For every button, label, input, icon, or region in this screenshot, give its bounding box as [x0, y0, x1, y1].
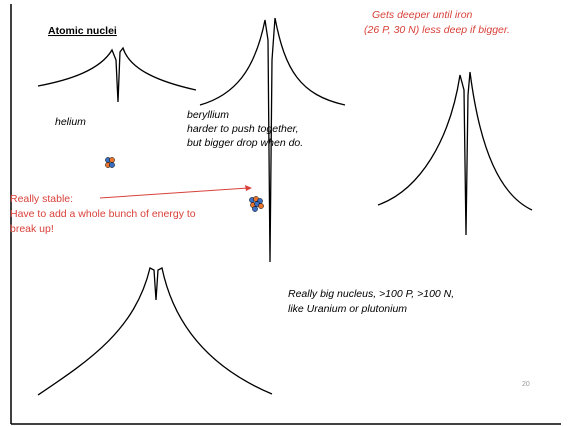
- helium-nucleus: [105, 157, 115, 168]
- slide-title: Atomic nuclei: [48, 25, 117, 37]
- helium-label: helium: [55, 116, 86, 128]
- beryllium-curve: [199, 17, 346, 263]
- big-nucleus-label: Really big nucleus, >100 P, >100 N,: [288, 288, 454, 300]
- page-number: 20: [522, 381, 530, 388]
- helium-curve: [37, 46, 197, 103]
- big-nucleus-label: like Uranium or plutonium: [288, 303, 407, 315]
- beryllium-label: but bigger drop when do.: [187, 137, 303, 149]
- beryllium-nucleus: [249, 196, 264, 212]
- beryllium-label: beryllium: [187, 109, 229, 121]
- beryllium-label: harder to push together,: [187, 123, 299, 135]
- arrow-head: [245, 185, 252, 191]
- iron-curve: [377, 71, 533, 236]
- red-note: (26 P, 30 N) less deep if bigger.: [364, 24, 510, 36]
- arrow: [99, 187, 249, 199]
- uranium-curve: [37, 267, 273, 396]
- stable-note: break up!: [10, 223, 54, 235]
- red-note: Gets deeper until iron: [372, 9, 473, 21]
- stable-note: Have to add a whole bunch of energy to: [10, 208, 196, 220]
- stable-note: Really stable:: [10, 193, 73, 205]
